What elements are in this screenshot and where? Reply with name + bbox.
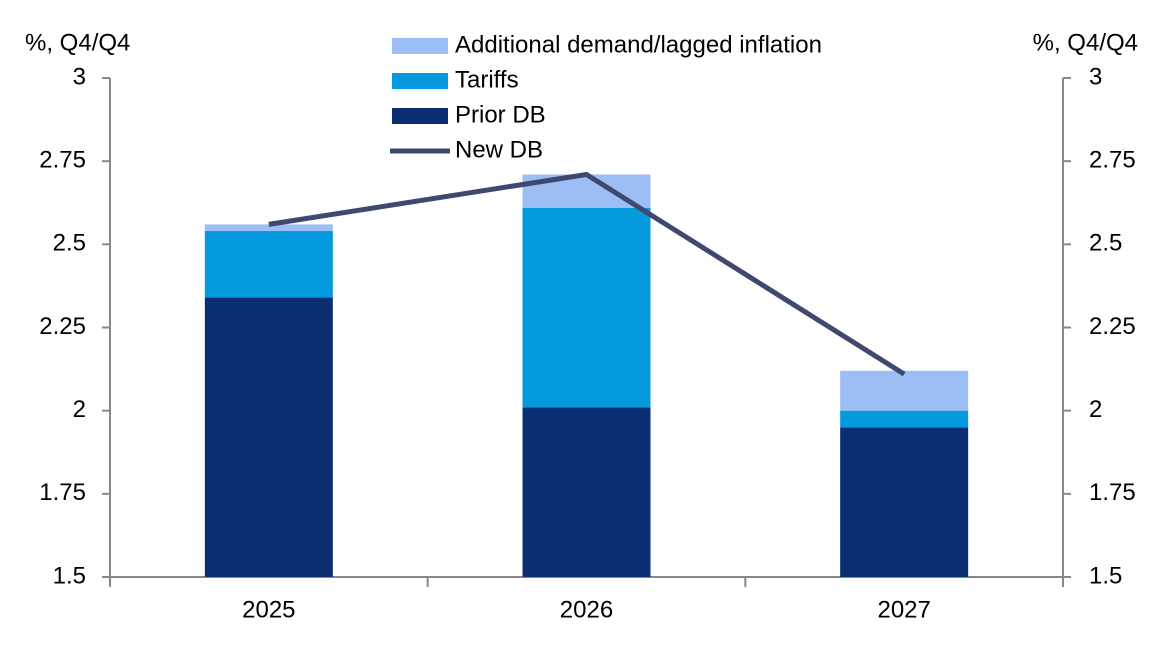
y-tick-label: 1.75 <box>39 479 86 506</box>
bar <box>522 207 651 408</box>
y2-tick-label: 2.75 <box>1089 147 1136 174</box>
y-tick-label: 2 <box>73 396 86 423</box>
legend-swatch <box>392 38 448 54</box>
bar <box>522 407 651 577</box>
y2-tick-label: 2.25 <box>1089 313 1136 340</box>
bar <box>204 297 333 577</box>
bar <box>840 370 969 411</box>
y-tick-label: 2.75 <box>39 147 86 174</box>
y-tick-label: 3 <box>73 63 86 90</box>
y2-tick-label: 1.75 <box>1089 479 1136 506</box>
bar <box>840 427 969 577</box>
legend-label: Prior DB <box>455 101 546 128</box>
y2-tick-label: 3 <box>1089 63 1102 90</box>
legend-label: New DB <box>455 136 543 163</box>
y-tick-label: 2.5 <box>53 230 86 257</box>
legend-label: Additional demand/lagged inflation <box>455 31 822 58</box>
y2-tick-label: 2.5 <box>1089 230 1122 257</box>
legend-label: Tariffs <box>455 66 519 93</box>
y2-axis-label: %, Q4/Q4 <box>1033 29 1138 56</box>
y2-tick-label: 1.5 <box>1089 562 1122 589</box>
line <box>268 171 906 377</box>
bar <box>840 410 969 428</box>
y-tick-label: 2.25 <box>39 313 86 340</box>
x-tick-label: 2027 <box>877 596 930 623</box>
x-tick-label: 2026 <box>560 596 613 623</box>
y2-tick-label: 2 <box>1089 396 1102 423</box>
legend-swatch <box>392 108 448 124</box>
bar <box>204 224 333 232</box>
y-axis-label: %, Q4/Q4 <box>25 29 130 56</box>
legend-swatch <box>392 73 448 89</box>
x-tick-label: 2025 <box>242 596 295 623</box>
bar <box>204 231 333 298</box>
y-tick-label: 1.5 <box>53 562 86 589</box>
